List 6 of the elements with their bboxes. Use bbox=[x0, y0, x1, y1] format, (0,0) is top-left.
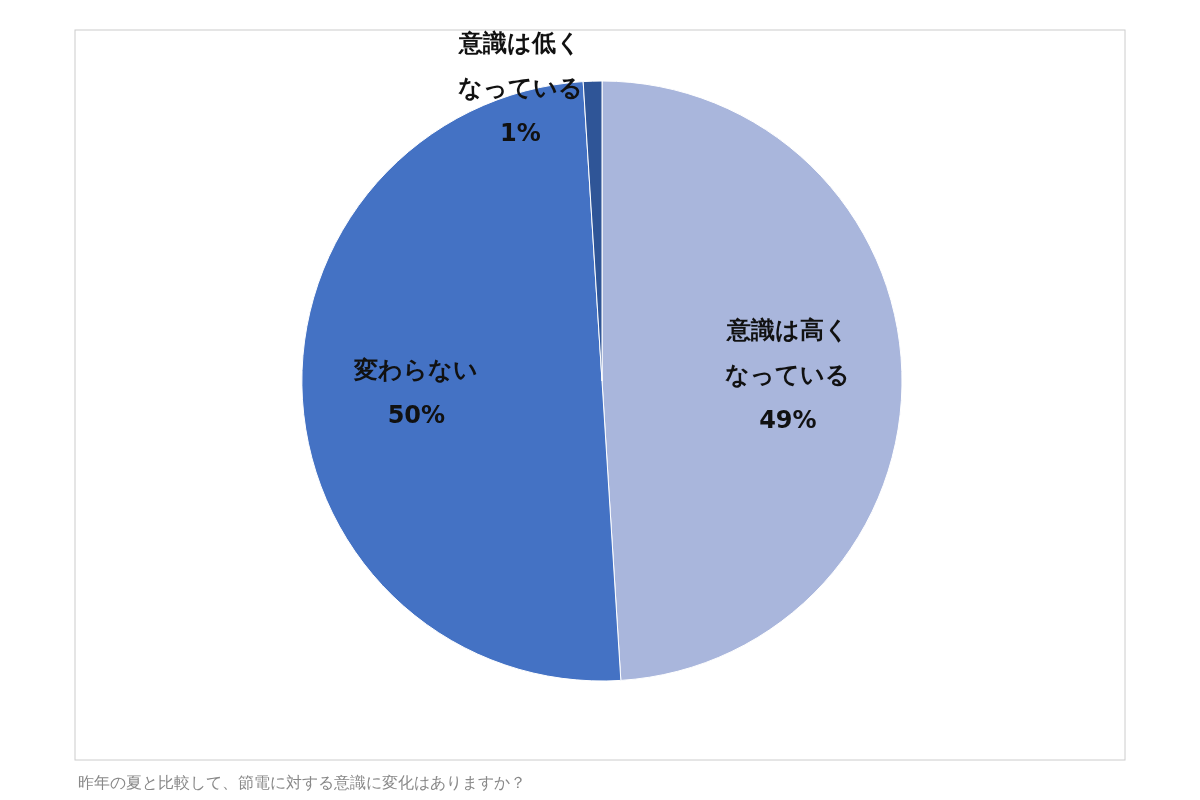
slice-label: 変わらない bbox=[353, 356, 479, 385]
data-label: 50% bbox=[387, 401, 446, 430]
slice-label: 意識は高くなっている bbox=[725, 316, 851, 390]
data-label: 49% bbox=[759, 406, 817, 435]
data-label: 1% bbox=[500, 119, 541, 147]
text: 昨年の夏と比較して、節電に対する意識に変化はありますか？ bbox=[78, 773, 526, 792]
